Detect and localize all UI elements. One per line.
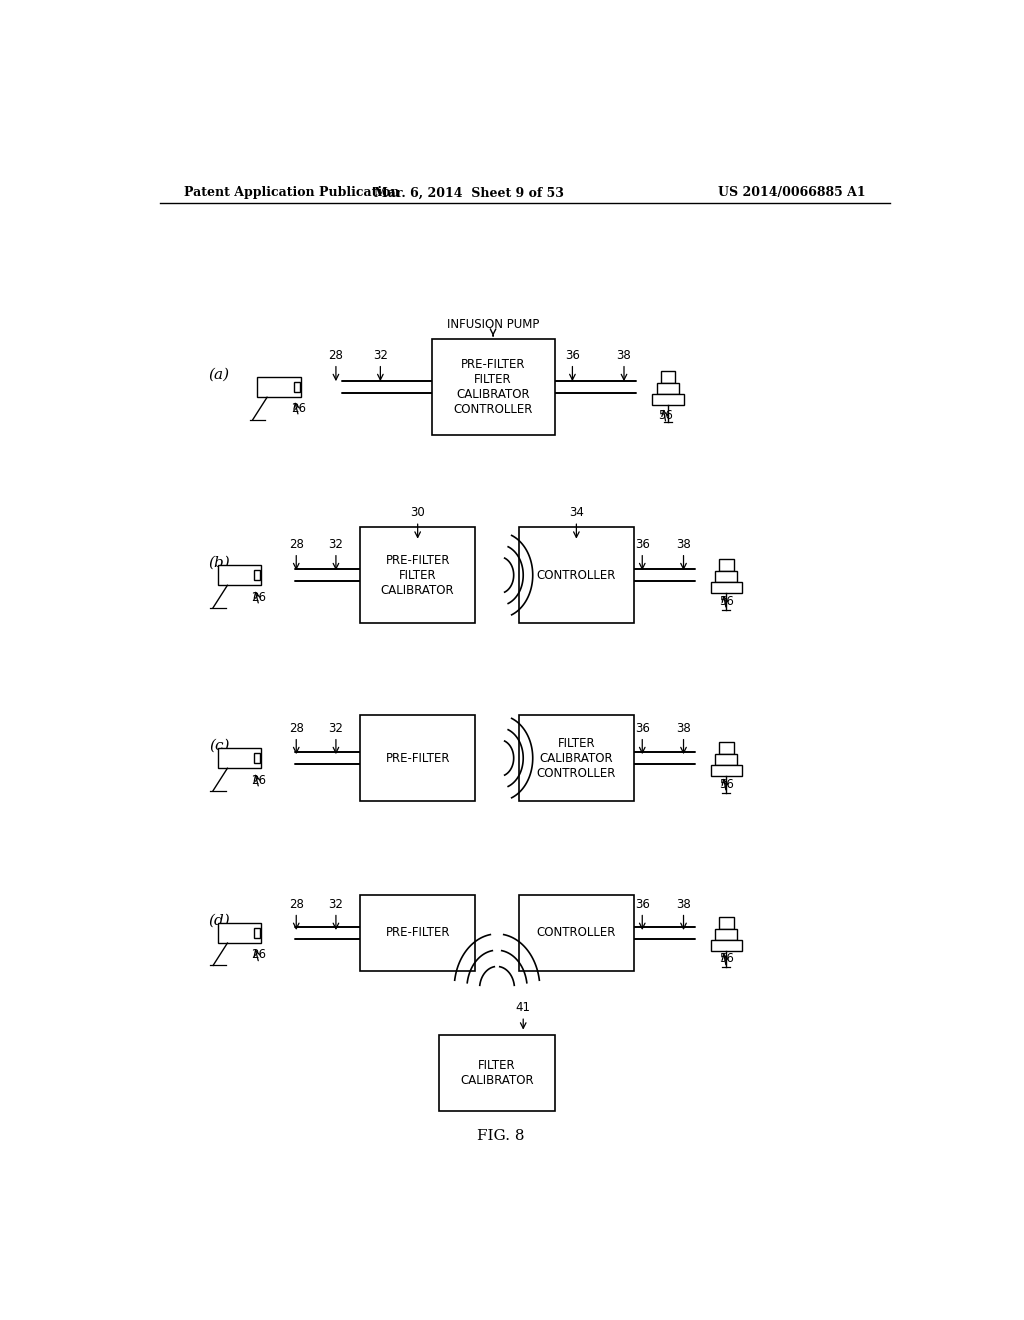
- Bar: [660, 371, 675, 383]
- Bar: [519, 527, 634, 623]
- Bar: [719, 916, 733, 929]
- Text: PRE-FILTER
FILTER
CALIBRATOR
CONTROLLER: PRE-FILTER FILTER CALIBRATOR CONTROLLER: [454, 358, 532, 416]
- Text: 32: 32: [329, 898, 343, 911]
- Bar: [715, 572, 737, 582]
- Bar: [360, 895, 475, 972]
- Text: 28: 28: [289, 722, 304, 735]
- Bar: [719, 558, 733, 572]
- Text: Patent Application Publication: Patent Application Publication: [183, 186, 399, 199]
- Text: 56: 56: [719, 953, 734, 965]
- Text: FILTER
CALIBRATOR
CONTROLLER: FILTER CALIBRATOR CONTROLLER: [537, 737, 616, 780]
- Text: 38: 38: [616, 348, 632, 362]
- Text: 36: 36: [635, 537, 649, 550]
- Text: CONTROLLER: CONTROLLER: [537, 569, 616, 582]
- Text: 32: 32: [373, 348, 388, 362]
- Text: 26: 26: [252, 774, 266, 787]
- Text: (d): (d): [209, 913, 230, 928]
- Text: Mar. 6, 2014  Sheet 9 of 53: Mar. 6, 2014 Sheet 9 of 53: [375, 186, 564, 199]
- Bar: [711, 766, 742, 776]
- Text: 41: 41: [516, 1001, 530, 1014]
- Text: (a): (a): [209, 368, 229, 381]
- Text: 26: 26: [291, 401, 306, 414]
- Text: 56: 56: [658, 409, 674, 421]
- Bar: [656, 383, 679, 395]
- Bar: [360, 715, 475, 801]
- Text: PRE-FILTER
FILTER
CALIBRATOR: PRE-FILTER FILTER CALIBRATOR: [381, 553, 455, 597]
- Bar: [294, 381, 300, 392]
- Bar: [652, 395, 684, 405]
- Text: FILTER
CALIBRATOR: FILTER CALIBRATOR: [460, 1059, 534, 1088]
- Text: 34: 34: [569, 507, 584, 519]
- Bar: [218, 748, 261, 768]
- Bar: [218, 923, 261, 942]
- Bar: [218, 565, 261, 585]
- Text: 38: 38: [676, 898, 691, 911]
- Text: INFUSION PUMP: INFUSION PUMP: [446, 318, 540, 331]
- Text: (b): (b): [209, 556, 230, 570]
- Text: 36: 36: [565, 348, 580, 362]
- Text: 38: 38: [676, 537, 691, 550]
- Text: 28: 28: [289, 537, 304, 550]
- Bar: [711, 940, 742, 952]
- Text: 28: 28: [329, 348, 343, 362]
- Text: US 2014/0066885 A1: US 2014/0066885 A1: [719, 186, 866, 199]
- Bar: [360, 527, 475, 623]
- Text: 36: 36: [635, 722, 649, 735]
- Text: 32: 32: [329, 722, 343, 735]
- Bar: [254, 928, 260, 939]
- Text: 26: 26: [252, 948, 266, 961]
- Text: 56: 56: [719, 594, 734, 607]
- Bar: [254, 752, 260, 763]
- Bar: [715, 754, 737, 766]
- Bar: [519, 715, 634, 801]
- Text: 30: 30: [411, 507, 425, 519]
- Text: PRE-FILTER: PRE-FILTER: [385, 927, 450, 940]
- Bar: [719, 742, 733, 754]
- Bar: [519, 895, 634, 972]
- Text: 28: 28: [289, 898, 304, 911]
- Text: 32: 32: [329, 537, 343, 550]
- Text: (c): (c): [209, 739, 229, 752]
- Bar: [254, 570, 260, 581]
- Text: 38: 38: [676, 722, 691, 735]
- Text: CONTROLLER: CONTROLLER: [537, 927, 616, 940]
- Bar: [715, 929, 737, 940]
- Bar: [711, 582, 742, 594]
- Text: PRE-FILTER: PRE-FILTER: [385, 751, 450, 764]
- Text: 26: 26: [252, 590, 266, 603]
- Text: FIG. 8: FIG. 8: [477, 1129, 524, 1143]
- Bar: [439, 1035, 555, 1111]
- Text: 56: 56: [719, 777, 734, 791]
- Bar: [257, 378, 301, 397]
- Bar: [431, 339, 555, 436]
- Text: 36: 36: [635, 898, 649, 911]
